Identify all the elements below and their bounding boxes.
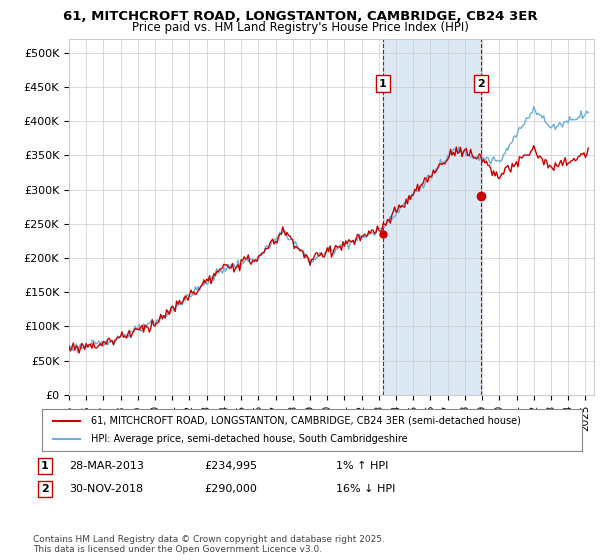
Text: £290,000: £290,000 <box>204 484 257 494</box>
Text: 61, MITCHCROFT ROAD, LONGSTANTON, CAMBRIDGE, CB24 3ER (semi-detached house): 61, MITCHCROFT ROAD, LONGSTANTON, CAMBRI… <box>91 416 520 426</box>
Text: 2: 2 <box>41 484 49 494</box>
Text: 28-MAR-2013: 28-MAR-2013 <box>69 461 144 471</box>
Text: 61, MITCHCROFT ROAD, LONGSTANTON, CAMBRIDGE, CB24 3ER: 61, MITCHCROFT ROAD, LONGSTANTON, CAMBRI… <box>62 10 538 23</box>
Text: 30-NOV-2018: 30-NOV-2018 <box>69 484 143 494</box>
Text: 1% ↑ HPI: 1% ↑ HPI <box>336 461 388 471</box>
Text: Price paid vs. HM Land Registry's House Price Index (HPI): Price paid vs. HM Land Registry's House … <box>131 21 469 34</box>
Text: 1: 1 <box>379 78 387 88</box>
Text: 2: 2 <box>477 78 485 88</box>
Text: HPI: Average price, semi-detached house, South Cambridgeshire: HPI: Average price, semi-detached house,… <box>91 434 407 444</box>
Text: £234,995: £234,995 <box>204 461 257 471</box>
Text: Contains HM Land Registry data © Crown copyright and database right 2025.
This d: Contains HM Land Registry data © Crown c… <box>33 535 385 554</box>
Text: 1: 1 <box>41 461 49 471</box>
Bar <box>383 39 481 395</box>
Text: 16% ↓ HPI: 16% ↓ HPI <box>336 484 395 494</box>
